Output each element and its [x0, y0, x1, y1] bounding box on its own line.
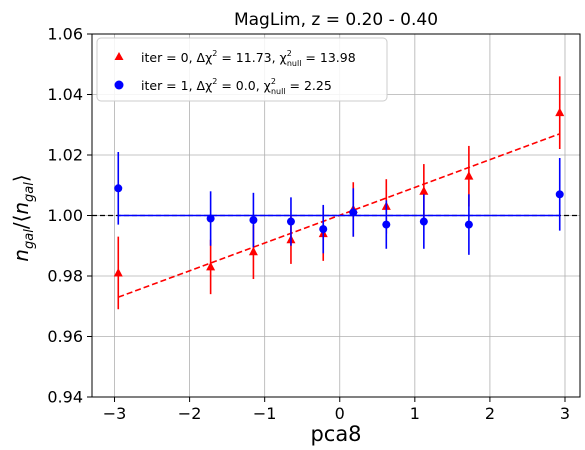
x-tick-label: −2	[178, 404, 202, 423]
legend-entry-iter-0: iter = 0, Δχ2 = 11.73, χ2 null = 13.98	[114, 49, 356, 68]
y-tick-label: 1.02	[47, 146, 83, 165]
data-point-circle	[555, 190, 564, 199]
data-point-triangle	[248, 246, 258, 256]
data-point-circle	[349, 208, 358, 217]
y-tick-label: 0.98	[47, 267, 83, 286]
x-tick-label: 3	[560, 404, 570, 423]
data-point-triangle	[419, 186, 429, 195]
data-point-circle	[419, 217, 428, 226]
data-point-circle	[382, 220, 391, 229]
data-point-triangle	[555, 107, 565, 117]
axis-ticks: −3 −2 −1 0 1 2 3 0.94 0.96 0.98 1.00 1.02 1.04 1.06	[47, 25, 570, 424]
chart-title: MagLim, z = 0.20 - 0.40	[234, 10, 438, 30]
legend-label-iter-1: iter = 1, Δχ2 = 0.0, χ2 null = 2.25	[141, 77, 332, 96]
data-point-triangle	[206, 261, 216, 271]
fit-lines	[117, 133, 561, 298]
y-tick-label: 1.06	[47, 25, 83, 44]
data-point-triangle	[113, 267, 123, 277]
x-tick-label: 1	[410, 404, 420, 423]
y-tick-label: 0.96	[47, 327, 83, 346]
data-point-circle	[206, 214, 215, 223]
data-marks	[113, 76, 565, 310]
x-tick-label: −1	[253, 404, 277, 423]
y-axis-label: ngal/⟨ngal⟩	[9, 174, 37, 261]
legend: iter = 0, Δχ2 = 11.73, χ2 null = 13.98 it…	[96, 37, 388, 102]
y-tick-label: 1.00	[47, 206, 83, 225]
x-axis-label: pca8	[310, 422, 361, 446]
legend-entry-iter-1: iter = 1, Δχ2 = 0.0, χ2 null = 2.25	[114, 77, 332, 96]
data-point-circle	[114, 184, 123, 193]
data-point-circle	[286, 217, 295, 226]
y-tick-label: 1.04	[47, 85, 83, 104]
x-tick-label: 0	[335, 404, 345, 423]
legend-marker-triangle	[114, 52, 124, 60]
x-tick-label: 2	[485, 404, 495, 423]
data-point-triangle	[464, 171, 474, 180]
y-tick-label: 0.94	[47, 388, 83, 407]
legend-label-iter-0: iter = 0, Δχ2 = 11.73, χ2 null = 13.98	[141, 49, 356, 68]
x-tick-label: −3	[103, 404, 127, 423]
legend-box	[96, 37, 388, 102]
data-point-circle	[464, 220, 473, 229]
data-point-circle	[319, 225, 328, 234]
legend-marker-circle	[114, 80, 124, 90]
data-point-circle	[249, 216, 258, 225]
